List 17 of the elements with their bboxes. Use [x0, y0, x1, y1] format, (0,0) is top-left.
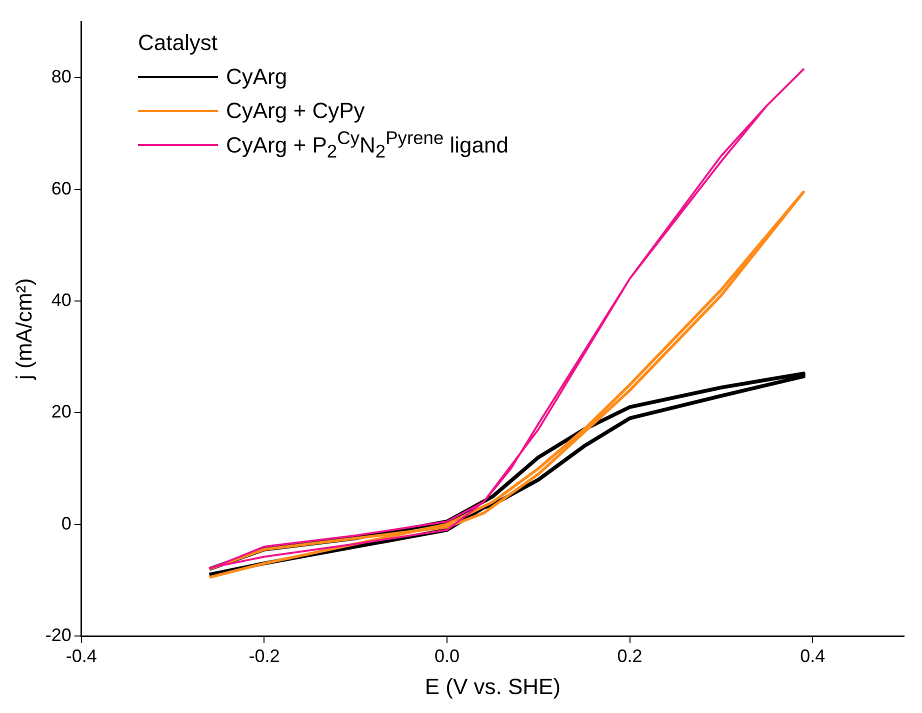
- x-tick-label: -0.2: [248, 646, 280, 666]
- x-tick-label: 0.4: [800, 646, 826, 666]
- legend-label: CyArg: [226, 64, 288, 90]
- y-tick-label: 0: [61, 513, 72, 534]
- y-tick-label: 20: [51, 402, 72, 422]
- x-tick-label: 0.0: [434, 646, 460, 666]
- x-tick-label: -0.4: [66, 646, 97, 666]
- y-tick-label: 60: [51, 178, 72, 198]
- legend-title: Catalyst: [138, 30, 218, 56]
- y-axis-title: j (mA/cm²): [11, 278, 36, 381]
- legend-label: CyArg + P$_{2}$$^{Cy}$N$_{2}$$^{Pyrene}$ ligand: [226, 127, 508, 163]
- y-tick-label: 40: [51, 290, 72, 310]
- x-tick-label: 0.2: [617, 646, 642, 666]
- x-axis-title: E (V vs. SHE): [424, 674, 561, 699]
- y-tick-label: 80: [51, 66, 72, 87]
- legend-label: CyArg + CyPy: [226, 98, 365, 124]
- y-tick-label: -20: [45, 624, 72, 645]
